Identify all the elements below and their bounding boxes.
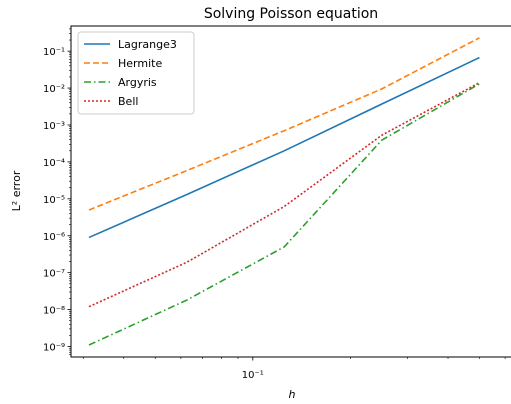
- y-tick-label: 10⁻⁷: [43, 269, 65, 280]
- legend-label: Argyris: [118, 76, 157, 89]
- legend: Lagrange3 Hermite Argyris Bell: [77, 31, 195, 115]
- series-line-lagrange3: [88, 56, 480, 239]
- x-tick-label: 10⁻¹: [242, 370, 264, 381]
- plot-area: [88, 37, 480, 346]
- series-line-argyris: [88, 83, 480, 346]
- legend-label: Lagrange3: [118, 38, 177, 51]
- legend-label: Bell: [118, 95, 138, 108]
- y-tick-label: 10⁻⁵: [43, 195, 65, 206]
- chart-title: Solving Poisson equation: [204, 6, 378, 22]
- legend-box: [77, 31, 195, 115]
- x-axis-label: h: [289, 388, 296, 401]
- plot-frame: [70, 25, 511, 358]
- y-tick-label: 10⁻⁶: [43, 232, 65, 243]
- y-tick-label: 10⁻³: [43, 121, 65, 132]
- y-axis: 10⁻⁹ 10⁻⁸ 10⁻⁷ 10⁻⁶ 10⁻⁵ 10⁻⁴ 10⁻³ 10⁻² 10⁻¹: [43, 28, 71, 356]
- y-tick-label: 10⁻⁴: [43, 158, 65, 169]
- series-line-bell: [88, 81, 480, 308]
- x-axis: 10⁻¹: [82, 357, 506, 381]
- legend-label: Hermite: [118, 57, 162, 70]
- y-tick-label: 10⁻¹: [43, 47, 65, 58]
- y-tick-label: 10⁻⁹: [43, 343, 65, 354]
- y-tick-label: 10⁻²: [43, 84, 65, 95]
- series-line-hermite: [88, 37, 480, 211]
- y-tick-label: 10⁻⁸: [43, 306, 65, 317]
- y-axis-label: L² error: [10, 170, 23, 211]
